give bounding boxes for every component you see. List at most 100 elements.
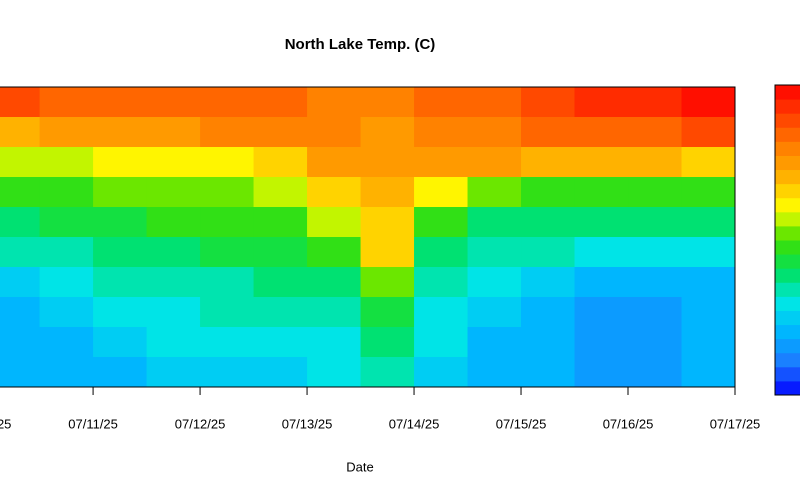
heat-cell <box>253 117 308 148</box>
heat-cell <box>307 147 362 178</box>
heat-cell <box>0 297 41 328</box>
heat-cell <box>414 207 469 238</box>
heat-cell <box>360 117 415 148</box>
heat-cell <box>307 237 362 268</box>
heat-cell <box>200 207 255 238</box>
heat-cell <box>93 357 148 387</box>
heat-cell <box>253 297 308 328</box>
colorbar-swatch <box>775 366 800 382</box>
heat-cell <box>307 207 362 238</box>
heat-cell <box>414 177 469 208</box>
heat-cell <box>628 297 683 328</box>
heat-cell <box>200 327 255 358</box>
heat-cell <box>360 357 415 387</box>
heat-cell <box>681 87 735 118</box>
colorbar-swatch <box>775 127 800 142</box>
heat-cell <box>574 237 629 268</box>
heat-cell <box>467 297 522 328</box>
heat-cell <box>93 87 148 118</box>
heat-cell <box>628 207 683 238</box>
colorbar-swatch <box>775 197 800 213</box>
heat-cell <box>360 297 415 328</box>
heat-cell <box>93 177 148 208</box>
colorbar-swatch <box>775 352 800 368</box>
heat-cell <box>360 87 415 118</box>
heat-cell <box>307 357 362 387</box>
heat-cell <box>39 297 94 328</box>
heat-cell <box>307 177 362 208</box>
heat-cell <box>628 237 683 268</box>
heat-cell <box>307 87 362 118</box>
heat-cell <box>574 147 629 178</box>
heat-cell <box>681 297 735 328</box>
heat-cell <box>681 177 735 208</box>
heat-cell <box>253 177 308 208</box>
heat-cell <box>521 237 576 268</box>
heat-cell <box>574 87 629 118</box>
colorbar-swatch <box>775 211 800 227</box>
heat-cell <box>253 207 308 238</box>
heat-cell <box>146 327 201 358</box>
heat-cell <box>414 147 469 178</box>
x-tick-label: 07/10/25 <box>0 416 11 431</box>
heat-cell <box>467 117 522 148</box>
heat-cell <box>0 207 41 238</box>
heat-cell <box>467 177 522 208</box>
heat-cell <box>200 267 255 298</box>
heat-cell <box>0 147 41 178</box>
heat-cell <box>93 207 148 238</box>
heat-cell <box>93 237 148 268</box>
heat-cell <box>467 267 522 298</box>
colorbar-swatch <box>775 99 800 114</box>
heat-cell <box>200 237 255 268</box>
heat-cell <box>0 327 41 358</box>
heat-cell <box>521 177 576 208</box>
heat-cell <box>307 117 362 148</box>
x-tick-label: 07/11/25 <box>68 416 118 431</box>
heat-cell <box>681 147 735 178</box>
heat-cell <box>39 87 94 118</box>
heat-cell <box>39 177 94 208</box>
heat-cell <box>307 267 362 298</box>
heat-cell <box>39 207 94 238</box>
heat-cell <box>360 327 415 358</box>
heat-cell <box>628 327 683 358</box>
colorbar-swatch <box>775 113 800 128</box>
heat-cell <box>200 297 255 328</box>
heat-cell <box>681 237 735 268</box>
plot-frame <box>0 86 736 388</box>
heat-cell <box>253 237 308 268</box>
heat-cell <box>681 267 735 298</box>
colorbar-swatch <box>775 240 800 255</box>
heat-cell <box>200 177 255 208</box>
heat-cell <box>0 117 41 148</box>
colorbar-swatch <box>775 141 800 156</box>
heat-cell <box>146 177 201 208</box>
heat-cell <box>574 297 629 328</box>
heat-cell <box>467 327 522 358</box>
colorbar-swatch <box>775 85 800 100</box>
heat-cell <box>574 267 629 298</box>
heat-cell <box>39 327 94 358</box>
heat-cell <box>467 147 522 178</box>
colorbar-swatch <box>775 282 800 297</box>
colorbar <box>774 84 800 396</box>
heat-cell <box>146 267 201 298</box>
heat-cell <box>574 117 629 148</box>
heat-cell <box>521 267 576 298</box>
heat-cell <box>521 327 576 358</box>
heat-cell <box>414 117 469 148</box>
heat-cell <box>414 237 469 268</box>
heat-cell <box>200 357 255 387</box>
heat-cell <box>146 147 201 178</box>
x-axis-label: Date <box>346 459 373 474</box>
colorbar-swatch <box>775 183 800 199</box>
heat-cell <box>467 357 522 387</box>
heat-cell <box>253 267 308 298</box>
x-tick-label: 07/15/25 <box>496 416 547 431</box>
heat-cell <box>200 147 255 178</box>
x-tick-label: 07/12/25 <box>175 416 226 431</box>
heat-cell <box>146 237 201 268</box>
heat-cell <box>681 357 735 387</box>
